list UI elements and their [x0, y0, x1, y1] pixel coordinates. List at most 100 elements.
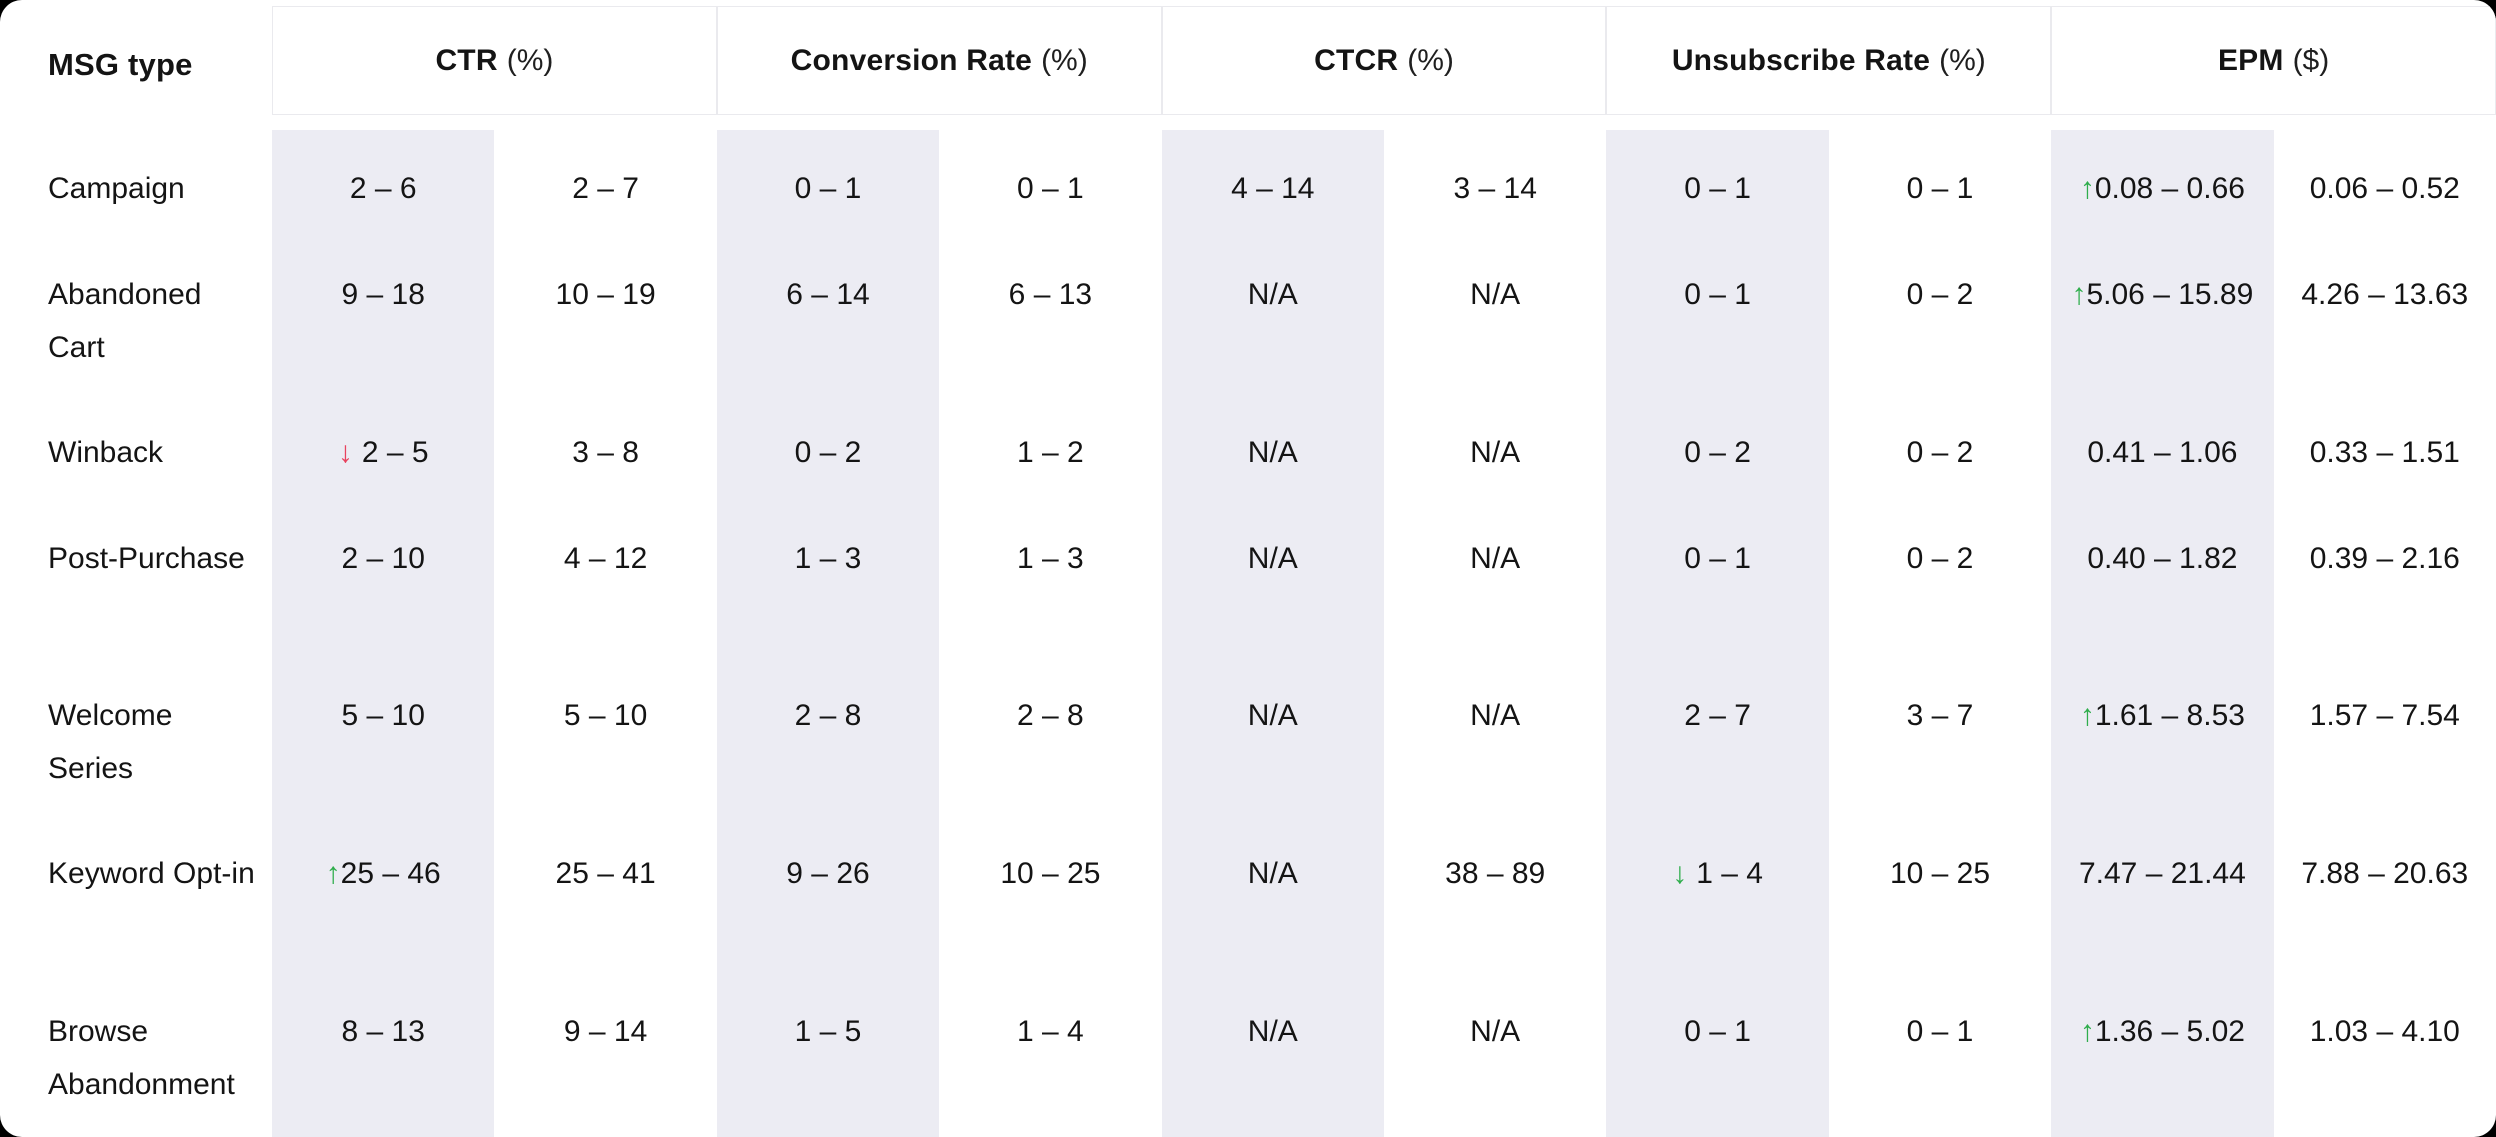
cell-browse-abandonment-ctr-b: 9 – 14 — [563, 1015, 648, 1048]
column-header-box: Unsubscribe Rate (%) — [1606, 6, 2052, 115]
cell-keyword-opt-in-epm-a: 7.47 – 21.44 — [2051, 815, 2274, 973]
trend-up-icon: ↑ — [2079, 172, 2095, 205]
cell-campaign-epm-a: ↑0.08 – 0.66 — [2051, 130, 2274, 236]
header-name: EPM — [2217, 43, 2284, 77]
row-label-post-purchase: Post-Purchase — [48, 542, 245, 575]
cell-post-purchase-unsub-a: 0 – 1 — [1606, 500, 1829, 657]
header-name: Conversion Rate — [790, 43, 1033, 77]
cell-campaign-ctcr-a: 4 – 14 — [1161, 130, 1384, 236]
header-name: CTCR — [1314, 43, 1399, 77]
cell-winback-unsub-b: 0 – 2 — [1906, 436, 1974, 469]
cell-welcome-series-conv-a: 2 – 8 — [716, 657, 940, 815]
msg-type-header-label: MSG type — [48, 47, 193, 82]
cell-abandoned-cart-conv-a: 6 – 14 — [716, 236, 940, 394]
cell-campaign-conv-a: 0 – 1 — [716, 130, 940, 236]
cell-browse-abandonment-epm-b: 1.03 – 4.10 — [2309, 1015, 2460, 1048]
cell-welcome-series-ctr-a: 5 – 10 — [272, 657, 495, 815]
cell-welcome-series-ctcr-b: N/A — [1470, 699, 1521, 732]
cell-keyword-opt-in-ctcr-b: 38 – 89 — [1445, 857, 1546, 890]
cell-welcome-series-ctcr-a: N/A — [1161, 657, 1384, 815]
cell-abandoned-cart-conv-b: 6 – 13 — [1008, 278, 1093, 311]
cell-post-purchase-conv-b: 1 – 3 — [1017, 542, 1084, 575]
cell-abandoned-cart-ctcr-a: N/A — [1161, 236, 1384, 394]
cell-abandoned-cart-epm-a: ↑5.06 – 15.89 — [2051, 236, 2274, 394]
column-header-box: Conversion Rate (%) — [716, 6, 1162, 115]
cell-browse-abandonment-ctcr-a: N/A — [1161, 973, 1384, 1137]
cell-winback-ctcr-a: N/A — [1161, 394, 1384, 500]
cell-keyword-opt-in-ctcr-a: N/A — [1161, 815, 1384, 973]
cell-winback-ctcr-b: N/A — [1470, 436, 1521, 469]
header-unit: ($) — [2292, 43, 2330, 77]
cell-post-purchase-ctr-a: 2 – 10 — [272, 500, 495, 657]
cell-browse-abandonment-epm-a: ↑1.36 – 5.02 — [2051, 973, 2274, 1137]
row-label-browse-abandonment: Browse Abandonment — [48, 1015, 235, 1101]
cell-browse-abandonment-unsub-b: 0 – 1 — [1906, 1015, 1974, 1048]
column-header-box: EPM ($) — [2051, 6, 2496, 115]
cell-winback-ctr-b: 3 – 8 — [572, 436, 639, 469]
row-label-welcome-series: Welcome Series — [48, 699, 173, 785]
column-header-unsubscribe-rate: Unsubscribe Rate (%) — [1606, 0, 2052, 130]
cell-campaign-ctr-a: 2 – 6 — [272, 130, 495, 236]
cell-winback-conv-a: 0 – 2 — [716, 394, 940, 500]
cell-browse-abandonment-unsub-a: 0 – 1 — [1606, 973, 1829, 1137]
cell-post-purchase-ctr-b: 4 – 12 — [563, 542, 648, 575]
cell-abandoned-cart-ctcr-b: N/A — [1470, 278, 1521, 311]
row-label-campaign: Campaign — [48, 172, 185, 205]
header-name: CTR — [435, 43, 498, 77]
cell-winback-epm-a: 0.41 – 1.06 — [2051, 394, 2274, 500]
cell-keyword-opt-in-ctr-a: ↑25 – 46 — [272, 815, 495, 973]
cell-winback-unsub-a: 0 – 2 — [1606, 394, 1829, 500]
cell-campaign-unsub-b: 0 – 1 — [1906, 172, 1974, 205]
cell-winback-epm-b: 0.33 – 1.51 — [2309, 436, 2460, 469]
cell-post-purchase-epm-b: 0.39 – 2.16 — [2309, 542, 2460, 575]
cell-abandoned-cart-ctr-b: 10 – 19 — [555, 278, 656, 311]
trend-up-icon: ↑ — [2071, 278, 2087, 311]
cell-campaign-ctr-b: 2 – 7 — [572, 172, 639, 205]
trend-down-icon: ↓ — [1672, 857, 1688, 890]
cell-browse-abandonment-conv-b: 1 – 4 — [1017, 1015, 1084, 1048]
cell-welcome-series-unsub-a: 2 – 7 — [1606, 657, 1829, 815]
header-unit: (%) — [506, 43, 554, 77]
cell-keyword-opt-in-conv-b: 10 – 25 — [1000, 857, 1101, 890]
cell-post-purchase-ctcr-b: N/A — [1470, 542, 1521, 575]
cell-keyword-opt-in-ctr-b: 25 – 41 — [555, 857, 656, 890]
cell-keyword-opt-in-epm-b: 7.88 – 20.63 — [2301, 857, 2469, 890]
cell-keyword-opt-in-unsub-a: ↓ 1 – 4 — [1606, 815, 1829, 973]
header-unit: (%) — [1407, 43, 1454, 77]
header-name: Unsubscribe Rate — [1671, 43, 1931, 77]
trend-down-icon: ↓ — [337, 436, 353, 469]
cell-post-purchase-epm-a: 0.40 – 1.82 — [2051, 500, 2274, 657]
cell-keyword-opt-in-conv-a: 9 – 26 — [716, 815, 940, 973]
column-header-conversion-rate: Conversion Rate (%) — [716, 0, 1162, 130]
column-header-box: CTR (%) — [272, 6, 717, 115]
column-header-epm: EPM ($) — [2051, 0, 2496, 130]
header-unit: (%) — [1041, 43, 1088, 77]
row-label-keyword-opt-in: Keyword Opt-in — [48, 857, 255, 890]
trend-up-icon: ↑ — [325, 857, 341, 890]
cell-browse-abandonment-ctcr-b: N/A — [1470, 1015, 1521, 1048]
cell-welcome-series-epm-b: 1.57 – 7.54 — [2309, 699, 2460, 732]
row-label-winback: Winback — [48, 436, 164, 469]
cell-abandoned-cart-epm-b: 4.26 – 13.63 — [2301, 278, 2469, 311]
cell-campaign-epm-b: 0.06 – 0.52 — [2309, 172, 2460, 205]
cell-winback-conv-b: 1 – 2 — [1017, 436, 1084, 469]
cell-abandoned-cart-ctr-a: 9 – 18 — [272, 236, 495, 394]
cell-welcome-series-ctr-b: 5 – 10 — [563, 699, 648, 732]
cell-campaign-conv-b: 0 – 1 — [1017, 172, 1084, 205]
cell-welcome-series-epm-a: ↑1.61 – 8.53 — [2051, 657, 2274, 815]
cell-winback-ctr-a: ↓ 2 – 5 — [272, 394, 495, 500]
cell-browse-abandonment-ctr-a: 8 – 13 — [272, 973, 495, 1137]
cell-browse-abandonment-conv-a: 1 – 5 — [716, 973, 940, 1137]
trend-up-icon: ↑ — [2079, 1015, 2095, 1048]
header-unit: (%) — [1939, 43, 1986, 77]
cell-campaign-ctcr-b: 3 – 14 — [1453, 172, 1537, 205]
cell-abandoned-cart-unsub-b: 0 – 2 — [1906, 278, 1974, 311]
cell-campaign-unsub-a: 0 – 1 — [1606, 130, 1829, 236]
trend-up-icon: ↑ — [2079, 699, 2095, 732]
column-header-ctcr: CTCR (%) — [1161, 0, 1607, 130]
cell-welcome-series-conv-b: 2 – 8 — [1017, 699, 1084, 732]
cell-post-purchase-conv-a: 1 – 3 — [716, 500, 940, 657]
column-header-box: CTCR (%) — [1161, 6, 1607, 115]
